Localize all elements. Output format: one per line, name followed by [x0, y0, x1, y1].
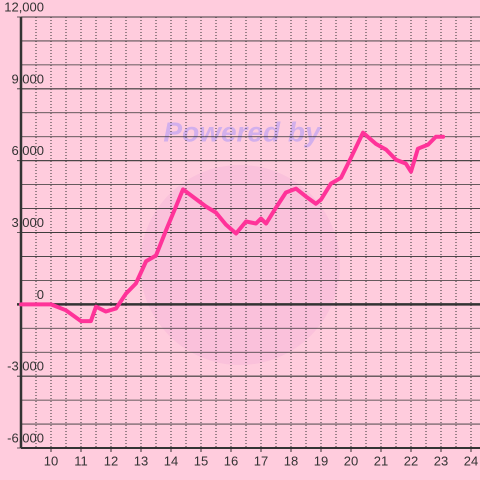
y-tick-label: 9,000	[11, 71, 44, 86]
line	[19, 130, 446, 324]
x-tick-label: 12	[104, 453, 118, 468]
y-tick-label: -3,000	[7, 359, 44, 374]
x-tick-label: 11	[74, 453, 88, 468]
x-tick-label: 24	[464, 453, 478, 468]
watermark: Powered by	[163, 116, 322, 147]
x-tick-label: 20	[344, 453, 358, 468]
x-tick-label: 17	[254, 453, 268, 468]
y-tick-label: 6,000	[11, 143, 44, 158]
watermark-art	[140, 165, 340, 365]
x-tick-label: 23	[434, 453, 448, 468]
y-tick-label: 12,000	[4, 0, 44, 14]
y-tick-label: 0	[37, 287, 44, 302]
x-tick-label: 19	[314, 453, 328, 468]
x-tick-label: 18	[284, 453, 298, 468]
y-tick-label: 3,000	[11, 215, 44, 230]
y-tick-label: -6,000	[7, 430, 44, 445]
x-tick-label: 13	[134, 453, 148, 468]
x-tick-label: 22	[404, 453, 418, 468]
x-tick-label: 15	[194, 453, 208, 468]
x-tick-label: 10	[44, 453, 58, 468]
x-tick-label: 21	[374, 453, 388, 468]
x-tick-label: 14	[164, 453, 178, 468]
x-tick-label: 16	[224, 453, 238, 468]
